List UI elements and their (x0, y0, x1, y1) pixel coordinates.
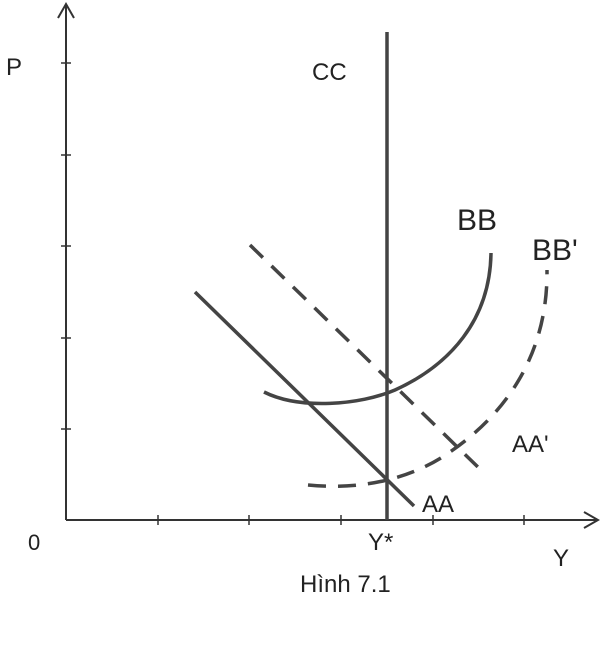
x-axis-arrow (583, 511, 600, 529)
aa-curve (193, 290, 416, 508)
bb-label: BB (457, 204, 497, 237)
bb-prime-label: BB' (532, 234, 578, 267)
y-axis-label: P (6, 54, 22, 81)
y-axis-arrow (57, 1, 75, 19)
bb-curve (263, 252, 493, 406)
origin-label: 0 (28, 530, 40, 555)
x-axis-label: Y (553, 545, 569, 572)
aa-label: AA (422, 491, 454, 518)
axes (57, 1, 600, 529)
bb-prime-curve (307, 269, 549, 488)
cc-label: CC (312, 59, 347, 86)
aa-prime-label: AA' (512, 431, 549, 458)
figure-caption: Hình 7.1 (300, 571, 391, 598)
aa-prime-curve (248, 243, 485, 474)
x-marker-label: Y* (368, 529, 393, 556)
